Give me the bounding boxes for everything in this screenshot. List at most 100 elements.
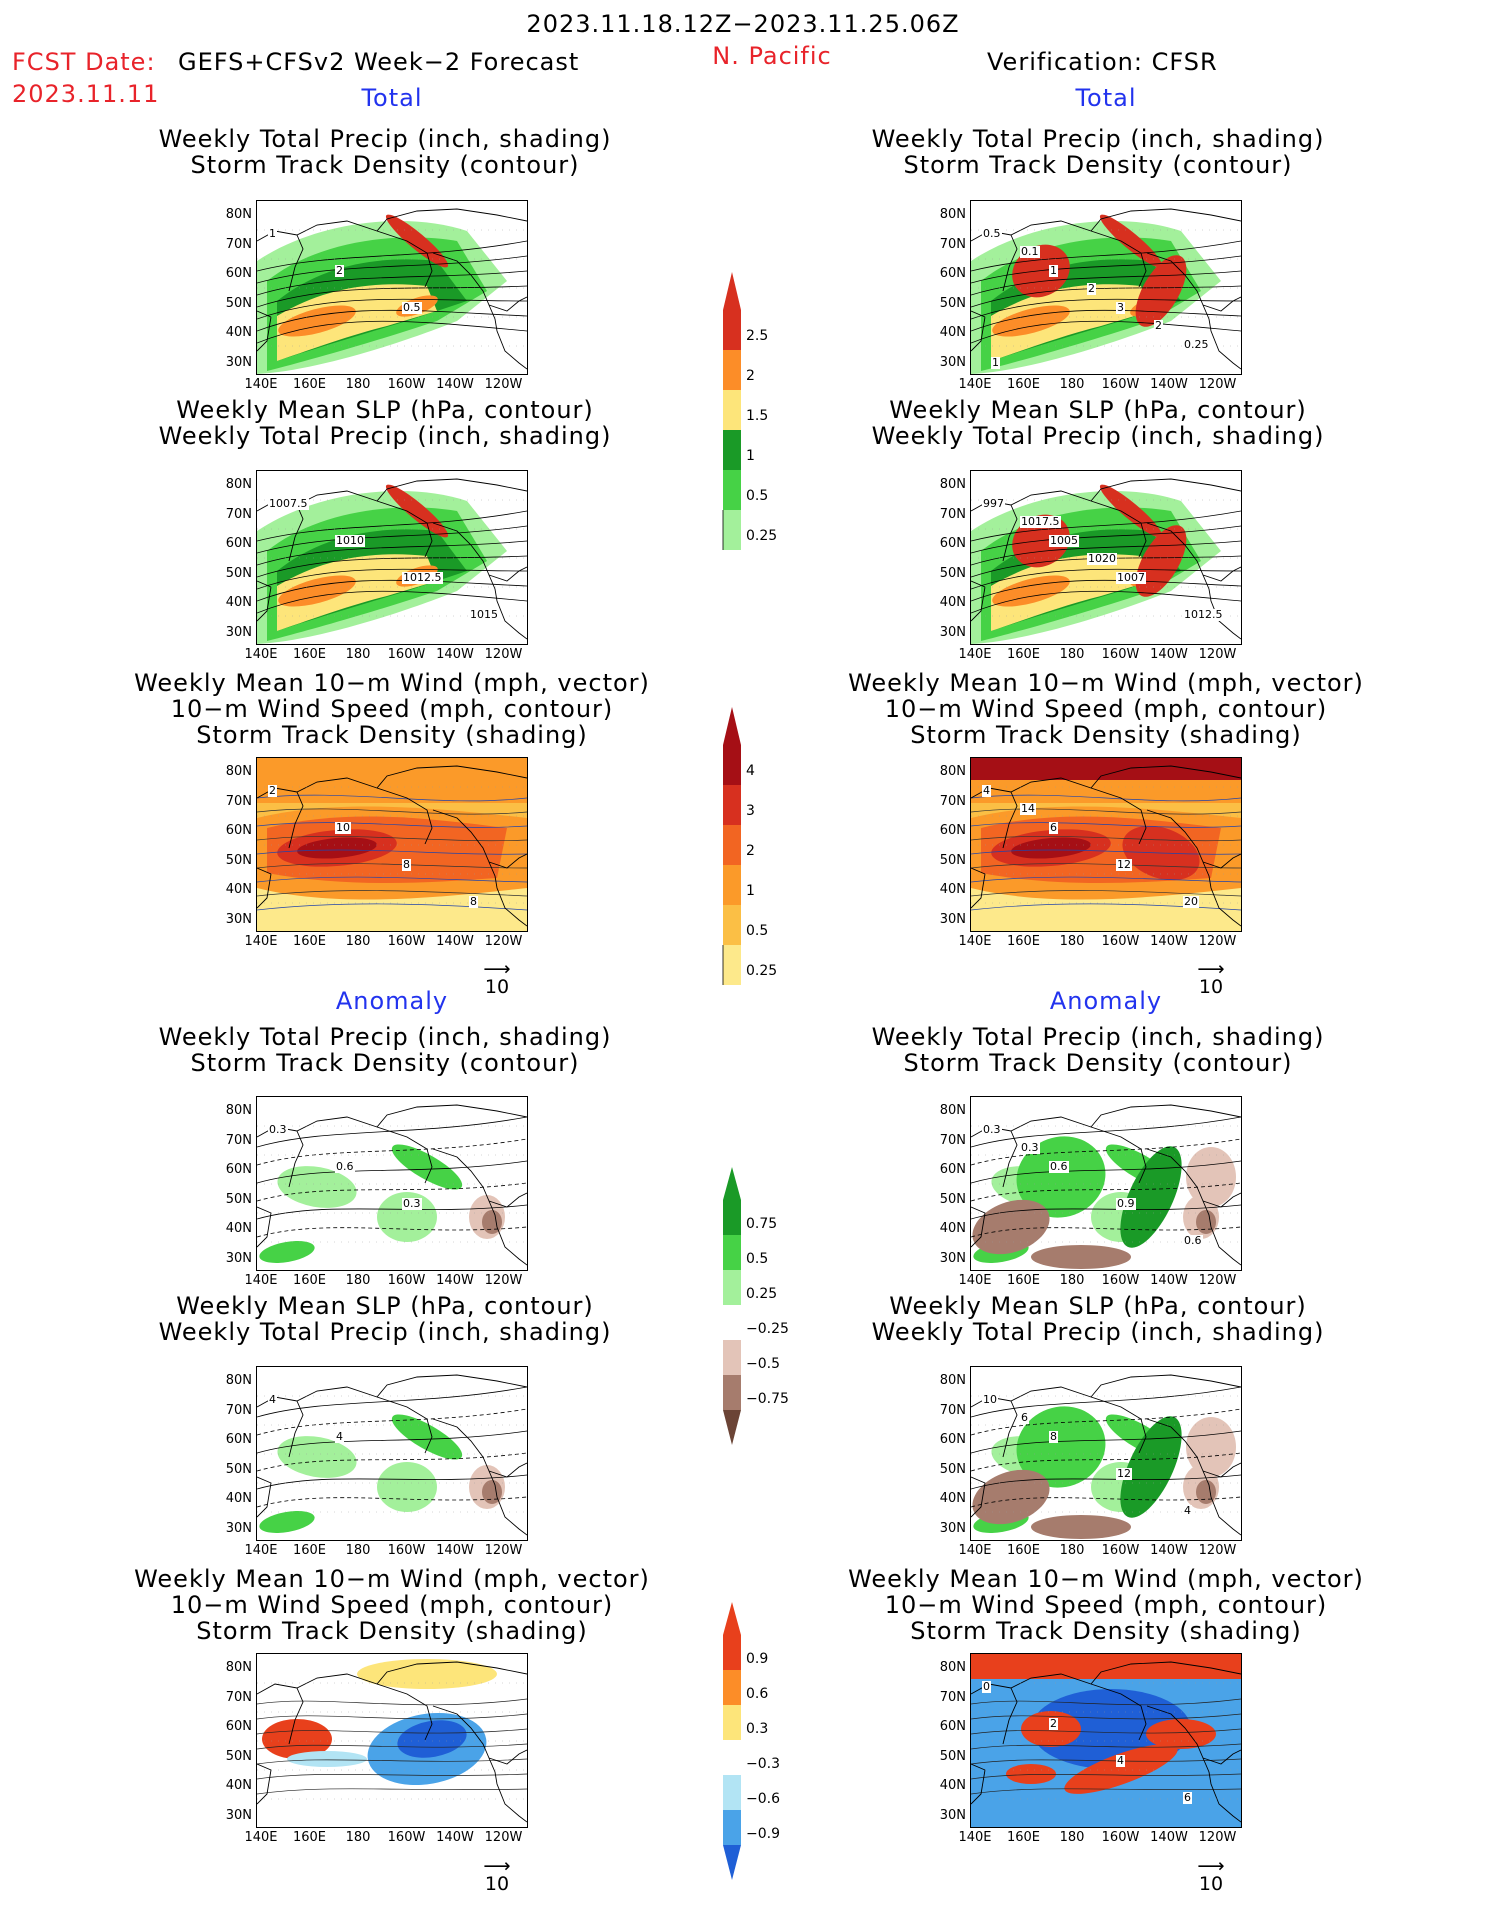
contour-label: 0.25 (1183, 338, 1210, 351)
panel-title: Weekly Mean 10−m Wind (mph, vector) 10−m… (848, 1565, 1364, 1645)
lon-label: 160W (387, 647, 426, 662)
lat-label: 50N (939, 295, 966, 311)
contour-label: 0.3 (1020, 1141, 1040, 1154)
colorbar-label: 2 (746, 843, 755, 859)
panel-title: Weekly Total Precip (inch, shading) Stor… (871, 1023, 1325, 1077)
contour-label: 8 (402, 858, 411, 871)
lon-label: 140E (244, 647, 278, 662)
contour-label: 3 (1116, 301, 1125, 314)
contour-label: 6 (1183, 1791, 1192, 1804)
fcst-model: GEFS+CFSv2 Week−2 Forecast (178, 48, 580, 76)
contour-label: 2 (335, 264, 344, 277)
colorbar-label: −0.3 (746, 1755, 780, 1772)
contour-label: 0.6 (335, 1160, 355, 1173)
contour-label: 1007.5 (268, 497, 309, 510)
colorbar-label: 0.5 (746, 1250, 769, 1267)
contour-label: 0.6 (1049, 1160, 1069, 1173)
lat-label: 70N (225, 793, 252, 809)
lon-label: 140W (436, 1543, 474, 1558)
lat-label: 50N (939, 1748, 966, 1764)
lat-label: 70N (939, 506, 966, 522)
lat-label: 80N (939, 207, 966, 222)
ver-total-label: Total (1075, 84, 1137, 112)
lon-label: 120W (1198, 1830, 1237, 1845)
arrow-right-icon: ⟶ (1197, 958, 1225, 980)
panel-title: Weekly Mean SLP (hPa, contour) Weekly To… (871, 1292, 1325, 1346)
lon-label: 140E (244, 934, 278, 949)
lat-label: 40N (225, 1778, 252, 1793)
lon-label: 140W (436, 934, 474, 949)
contour-label: 6 (1049, 821, 1058, 834)
vector-reference: ⟶ 10 (1197, 1855, 1225, 1895)
colorbar-label: 0.75 (746, 1215, 778, 1232)
lon-label: 140E (958, 1543, 992, 1558)
lon-label: 140E (958, 1830, 992, 1845)
period-title: 2023.11.18.12Z−2023.11.25.06Z (526, 10, 960, 38)
lon-label: 140E (958, 647, 992, 662)
contour-label: 4 (335, 1430, 344, 1443)
lat-label: 30N (939, 1250, 966, 1266)
colorbar-label: −0.6 (746, 1790, 780, 1807)
lat-label: 40N (225, 1491, 252, 1506)
lat-label: 50N (225, 1461, 252, 1477)
contour-label: 6 (1020, 1411, 1029, 1424)
lat-label: 30N (225, 624, 252, 640)
lat-label: 40N (939, 1491, 966, 1506)
lat-label: 50N (225, 852, 252, 868)
lon-label: 160E (1006, 1273, 1041, 1288)
colorbar-label: −0.75 (746, 1390, 789, 1407)
lat-label: 50N (225, 295, 252, 311)
lat-label: 80N (225, 1103, 252, 1118)
lat-label: 30N (939, 1520, 966, 1536)
colorbar-label: 0.5 (746, 488, 769, 504)
contour-label: 997 (982, 497, 1005, 510)
lat-label: 60N (939, 266, 966, 281)
lat-label: 60N (225, 1432, 252, 1447)
lat-label: 40N (225, 1221, 252, 1236)
panel-title: Weekly Mean 10−m Wind (mph, vector) 10−m… (134, 1565, 650, 1645)
vector-reference: ⟶ 10 (1197, 958, 1225, 998)
lon-label: 140E (244, 1273, 278, 1288)
region-title: N. Pacific (712, 42, 832, 70)
contour-label: 1020 (1087, 552, 1117, 565)
lon-label: 180 (345, 377, 371, 392)
lat-label: 50N (939, 1191, 966, 1207)
lat-label: 50N (225, 1191, 252, 1207)
lat-label: 40N (939, 325, 966, 340)
panel-title: Weekly Mean SLP (hPa, contour) Weekly To… (158, 1292, 612, 1346)
lon-label: 160W (1101, 1543, 1140, 1558)
colorbar-anom-storm (723, 1602, 741, 1880)
contour-label: 4 (268, 1393, 277, 1406)
fcst-date: 2023.11.11 (12, 80, 160, 108)
lat-label: 30N (225, 354, 252, 370)
lon-label: 120W (484, 934, 523, 949)
panel-title: Weekly Mean SLP (hPa, contour) Weekly To… (871, 396, 1325, 450)
lat-label: 70N (939, 236, 966, 252)
contour-label: 0.3 (402, 1197, 422, 1210)
contour-label: 1010 (335, 534, 365, 547)
colorbar-label: 0.3 (746, 1720, 769, 1737)
contour-label: 1017.5 (1020, 515, 1061, 528)
lat-label: 30N (939, 1807, 966, 1823)
lon-label: 140E (244, 1830, 278, 1845)
lat-label: 80N (939, 1103, 966, 1118)
map-panel-fcst-anom-wind (256, 1653, 528, 1828)
contour-label: 10 (982, 1393, 998, 1406)
contour-label: 14 (1020, 802, 1036, 815)
contour-label: 10 (335, 821, 351, 834)
map-panel-ver-total-slp (970, 470, 1242, 645)
lon-label: 180 (345, 1273, 371, 1288)
colorbar-label: 0.9 (746, 1650, 769, 1667)
lon-label: 120W (1198, 647, 1237, 662)
panel-title: Weekly Mean 10−m Wind (mph, vector) 10−m… (848, 669, 1364, 749)
lon-label: 140W (1150, 934, 1188, 949)
lon-label: 180 (345, 934, 371, 949)
lon-label: 180 (1059, 1543, 1085, 1558)
lat-label: 70N (225, 1689, 252, 1705)
lon-label: 160E (1006, 1543, 1041, 1558)
map-panel-fcst-total-slp (256, 470, 528, 645)
lon-label: 160W (1101, 1273, 1140, 1288)
map-panel-fcst-total-wind (256, 757, 528, 932)
colorbar-label: 0.6 (746, 1685, 769, 1702)
colorbar-label: 1.5 (746, 408, 769, 424)
